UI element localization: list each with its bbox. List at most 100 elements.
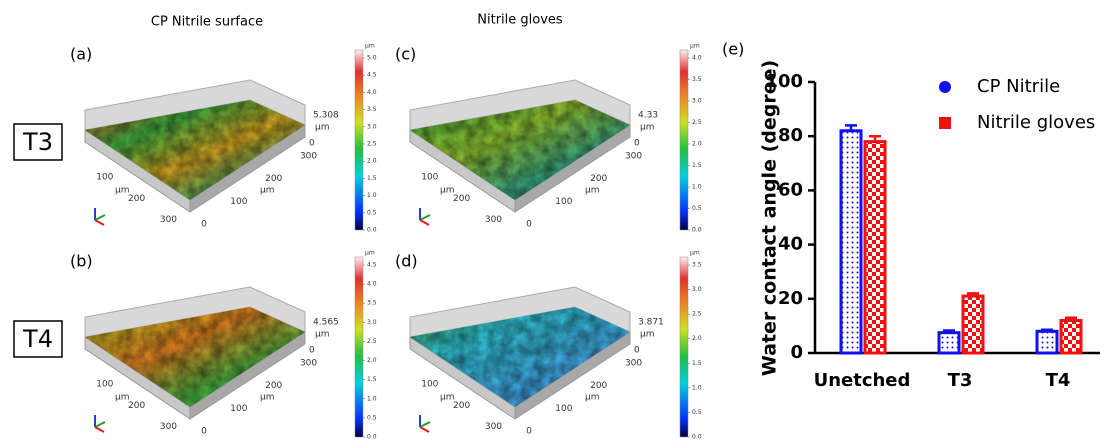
row-label-box	[13, 123, 63, 161]
panel-label: (d)	[395, 252, 418, 271]
colorbar-label: 0.5	[692, 205, 702, 212]
colorbar-label: 3.0	[692, 98, 702, 105]
axis-tick: 0	[634, 139, 640, 149]
surface-texture	[410, 100, 630, 200]
z-max: 3.871	[638, 318, 664, 328]
surface-base	[514, 124, 631, 213]
panel-label: (c)	[395, 45, 416, 64]
colorbar-label: 2.5	[692, 119, 702, 126]
axis-tick: 200	[128, 401, 145, 411]
colorbar-label: 4.0	[367, 89, 377, 96]
axis-tick: 300	[485, 215, 502, 225]
colorbar-label: 2.5	[367, 338, 377, 345]
axis-tick: 100	[96, 173, 113, 183]
bar	[839, 129, 863, 355]
axis-tick: 100	[555, 404, 572, 414]
axis-tick: 300	[625, 151, 642, 161]
axis-tick: 0	[309, 139, 315, 149]
triad	[419, 426, 430, 433]
colorbar-label: 0.5	[692, 409, 702, 416]
axis-unit: µm	[260, 186, 275, 196]
colorbar-label: 1.5	[367, 175, 377, 182]
axis-tick: 100	[421, 380, 438, 390]
error-bar	[845, 124, 857, 131]
axis-unit: µm	[585, 186, 600, 196]
axis-tick: 0	[526, 220, 532, 230]
axis-unit: µm	[640, 123, 655, 133]
triad	[419, 421, 431, 428]
colorbar-label: 0.0	[367, 227, 377, 234]
colorbar-label: 5.0	[367, 55, 377, 62]
bar	[863, 140, 887, 355]
axis-tick: 100	[230, 404, 247, 414]
axis-tick: 200	[128, 194, 145, 204]
triad	[94, 219, 105, 226]
colorbar-label: 0.5	[367, 414, 377, 421]
surface-texture	[410, 307, 630, 407]
colorbar-label: 2.0	[692, 335, 702, 342]
colorbar-label: 0.0	[692, 434, 702, 440]
triad	[419, 214, 431, 221]
axis-tick: 100	[421, 173, 438, 183]
colorbar-label: 3.5	[692, 262, 702, 269]
colorbar-label: 1.5	[692, 162, 702, 169]
colorbar-label: 2.0	[367, 158, 377, 165]
axis-tick: 300	[485, 422, 502, 432]
triad	[94, 214, 106, 221]
axis-unit: µm	[115, 186, 130, 196]
axis-tick: 0	[201, 427, 207, 437]
axis-tick: 200	[453, 401, 470, 411]
colorbar	[354, 49, 364, 231]
colorbar-label: 0.5	[367, 209, 377, 216]
column-title: Nitrile gloves	[477, 13, 563, 28]
colorbar-label: 3.0	[367, 123, 377, 130]
axis-tick: 0	[526, 427, 532, 437]
axis-tick: 300	[625, 358, 642, 368]
y-tick-label: 60	[778, 179, 803, 200]
x-tick-label: Unetched	[814, 370, 911, 391]
y-tick-label: 40	[778, 234, 803, 255]
colorbar-label: 0.0	[692, 227, 702, 234]
legend-marker	[939, 117, 951, 129]
colorbar-label: 4.0	[367, 281, 377, 288]
y-tick-label: 80	[778, 125, 803, 146]
axis-tick: 0	[309, 346, 315, 356]
surface-texture	[85, 307, 305, 407]
colorbar	[679, 256, 689, 438]
axis-tick: 200	[453, 194, 470, 204]
triad	[419, 219, 430, 226]
colorbar-label: 1.5	[367, 376, 377, 383]
colorbar-label: 4.5	[367, 72, 377, 79]
bar	[937, 331, 961, 355]
axis-tick: 0	[634, 346, 640, 356]
colorbar-label: 0.0	[367, 434, 377, 440]
colorbar	[354, 256, 364, 438]
colorbar-label: 4.5	[367, 262, 377, 269]
axis-tick: 200	[265, 381, 282, 391]
colorbar-label: 1.0	[367, 395, 377, 402]
y-tick-label: 100	[765, 71, 803, 92]
surface-base	[514, 331, 631, 420]
colorbar-label: 1.0	[367, 192, 377, 199]
panel-label: (b)	[70, 252, 93, 271]
colorbar-label: 2.0	[692, 141, 702, 148]
triad	[94, 421, 106, 428]
column-title: CP Nitrile surface	[151, 15, 263, 30]
error-bar	[869, 134, 881, 142]
axis-tick: 200	[590, 381, 607, 391]
axis-unit: µm	[115, 393, 130, 403]
colorbar-label: 2.0	[367, 357, 377, 364]
bar	[1035, 329, 1059, 355]
legend-label: Nitrile gloves	[977, 112, 1095, 133]
colorbar-label: 3.5	[367, 300, 377, 307]
z-max: 4.33	[638, 111, 658, 121]
row-label: T4	[22, 325, 53, 353]
colorbar-label: 1.0	[692, 184, 702, 191]
axis-unit: µm	[315, 330, 330, 340]
axis-tick: 200	[265, 174, 282, 184]
colorbar-label: 3.5	[692, 76, 702, 83]
colorbar-unit: µm	[365, 43, 375, 50]
colorbar-label: 2.5	[692, 311, 702, 318]
axis-unit: µm	[315, 123, 330, 133]
